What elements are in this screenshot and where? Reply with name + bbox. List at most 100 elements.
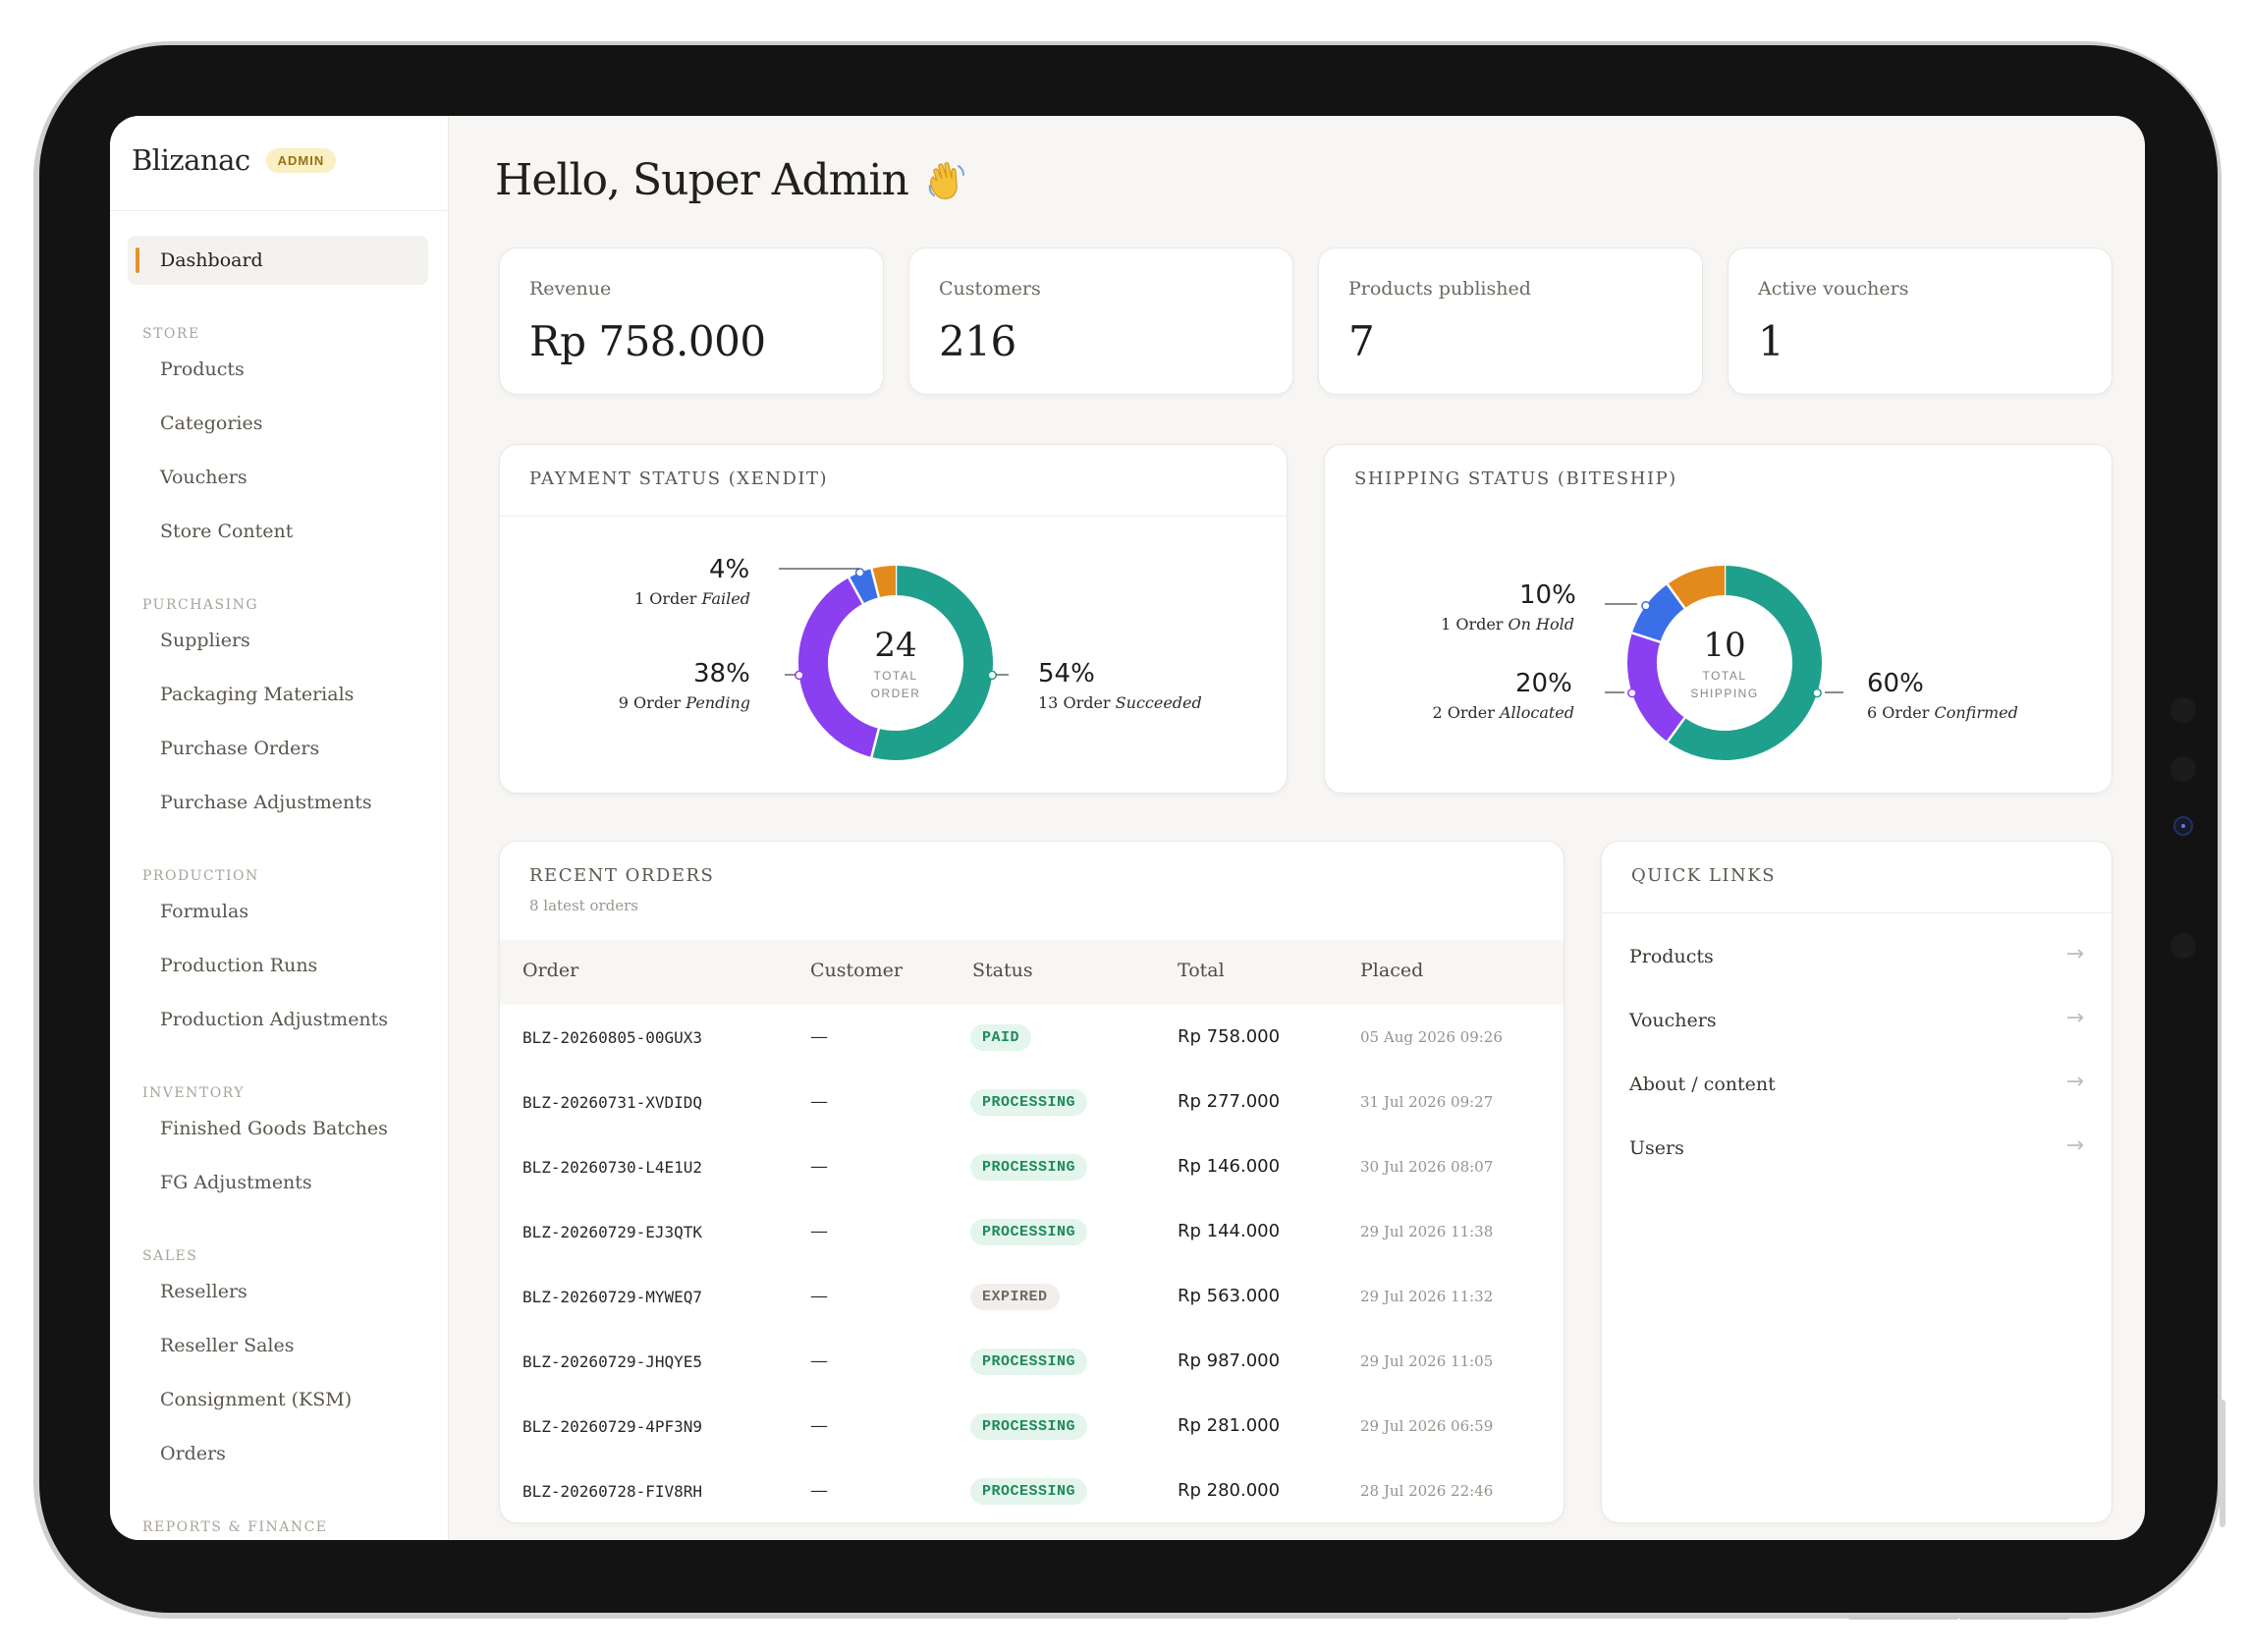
- segment-status: Failed: [701, 589, 751, 608]
- order-customer: —: [810, 1415, 828, 1436]
- stat-label: Products published: [1348, 278, 1531, 300]
- sidebar-item-store-content[interactable]: Store Content: [160, 521, 294, 542]
- payment-status-panel: PAYMENT STATUS (XENDIT) 24 TOTAL ORDER 4…: [499, 444, 1288, 794]
- quick-link-users[interactable]: Users →: [1629, 1131, 2084, 1171]
- table-row[interactable]: BLZ-20260805-00GUX3 — PAID Rp 758.000 05…: [500, 1007, 1564, 1072]
- order-customer: —: [810, 1026, 828, 1047]
- sidebar-item-products[interactable]: Products: [160, 358, 245, 380]
- status-badge: PROCESSING: [970, 1478, 1088, 1505]
- sensor-dot: [2170, 933, 2196, 959]
- status-badge: PAID: [970, 1024, 1032, 1051]
- quick-link-products[interactable]: Products →: [1629, 940, 2084, 979]
- segment-pct: 60%: [1867, 669, 1924, 698]
- quick-link-vouchers[interactable]: Vouchers →: [1629, 1004, 2084, 1043]
- leader-lines: [779, 568, 1009, 676]
- donut-total-label: TOTAL SHIPPING: [1656, 667, 1793, 702]
- order-total: Rp 987.000: [1178, 1350, 1281, 1371]
- sidebar-item-purchase-adjustments[interactable]: Purchase Adjustments: [160, 792, 372, 813]
- shipping-status-panel: SHIPPING STATUS (BITESHIP) 10 TOTAL SHIP…: [1324, 444, 2113, 794]
- column-header-total: Total: [1178, 960, 1225, 981]
- sidebar-item-production-adjustments[interactable]: Production Adjustments: [160, 1009, 389, 1030]
- table-row[interactable]: BLZ-20260728-FIV8RH — PROCESSING Rp 280.…: [500, 1460, 1564, 1522]
- status-badge: PROCESSING: [970, 1413, 1088, 1440]
- camera-icon: [2173, 816, 2193, 836]
- donut-segment: [1627, 633, 1685, 743]
- sidebar-item-finished-goods-batches[interactable]: Finished Goods Batches: [160, 1118, 388, 1139]
- panel-title: SHIPPING STATUS (BITESHIP): [1354, 468, 1677, 489]
- sidebar-item-consignment[interactable]: Consignment (KSM): [160, 1389, 353, 1410]
- divider: [110, 210, 449, 211]
- donut-total: 10: [1703, 626, 1746, 665]
- nav-section-purchasing: PURCHASING: [142, 597, 259, 613]
- sidebar-item-packaging-materials[interactable]: Packaging Materials: [160, 684, 355, 705]
- sidebar-item-purchase-orders[interactable]: Purchase Orders: [160, 738, 320, 759]
- leader-lines: [1605, 603, 1843, 693]
- order-total: Rp 280.000: [1178, 1480, 1281, 1501]
- panel-title: RECENT ORDERS: [529, 865, 715, 886]
- stat-label: Active vouchers: [1758, 278, 1909, 300]
- stat-card-products-published: Products published 7: [1318, 248, 1703, 395]
- order-placed: 29 Jul 2026 11:32: [1360, 1288, 1494, 1305]
- sidebar-item-formulas[interactable]: Formulas: [160, 901, 249, 922]
- order-customer: —: [810, 1221, 828, 1241]
- order-placed: 29 Jul 2026 11:05: [1360, 1352, 1494, 1370]
- donut-segment: [871, 566, 993, 760]
- sidebar-item-reseller-sales[interactable]: Reseller Sales: [160, 1335, 295, 1356]
- segment-count: 2 Order: [1432, 703, 1495, 722]
- table-row[interactable]: BLZ-20260729-EJ3QTK — PROCESSING Rp 144.…: [500, 1201, 1564, 1266]
- table-row[interactable]: BLZ-20260729-4PF3N9 — PROCESSING Rp 281.…: [500, 1396, 1564, 1460]
- sidebar-item-categories[interactable]: Categories: [160, 413, 263, 434]
- segment-caption: 6 Order Confirmed: [1867, 703, 2018, 722]
- quick-link-label: Users: [1629, 1137, 1684, 1159]
- donut-total-label-line: TOTAL: [873, 669, 918, 683]
- table-row[interactable]: BLZ-20260729-MYWEQ7 — EXPIRED Rp 563.000…: [500, 1266, 1564, 1331]
- order-customer: —: [810, 1286, 828, 1306]
- arrow-right-icon: →: [2065, 942, 2084, 966]
- order-placed: 31 Jul 2026 09:27: [1360, 1093, 1494, 1111]
- column-header-placed: Placed: [1360, 960, 1424, 981]
- order-total: Rp 146.000: [1178, 1156, 1281, 1177]
- table-row[interactable]: BLZ-20260729-JHQYE5 — PROCESSING Rp 987.…: [500, 1331, 1564, 1396]
- arrow-right-icon: →: [2065, 1006, 2084, 1030]
- segment-marker: [1641, 601, 1651, 611]
- segment-separator: [848, 577, 864, 605]
- power-button: [2220, 1400, 2225, 1527]
- sidebar-item-orders[interactable]: Orders: [160, 1443, 226, 1464]
- nav-section-production: PRODUCTION: [142, 868, 259, 884]
- segment-status: Pending: [686, 693, 750, 712]
- segment-count: 6 Order: [1867, 703, 1930, 722]
- segment-count: 1 Order: [634, 589, 697, 608]
- donut-total-label-line: SHIPPING: [1690, 687, 1759, 700]
- sidebar-item-vouchers[interactable]: Vouchers: [160, 467, 247, 488]
- order-customer: —: [810, 1480, 828, 1501]
- sidebar-item-production-runs[interactable]: Production Runs: [160, 955, 318, 976]
- donut-total: 24: [874, 626, 917, 665]
- donut-total-label-line: ORDER: [870, 687, 921, 700]
- nav-section-reports-finance: REPORTS & FINANCE: [142, 1519, 328, 1535]
- segment-caption: 13 Order Succeeded: [1038, 693, 1202, 712]
- status-badge: PROCESSING: [970, 1089, 1088, 1116]
- quick-links-panel: QUICK LINKS Products → Vouchers → About …: [1601, 841, 2113, 1523]
- stat-card-customers: Customers 216: [908, 248, 1293, 395]
- sidebar-item-dashboard[interactable]: Dashboard: [128, 236, 428, 285]
- segment-count: 9 Order: [618, 693, 682, 712]
- order-total: Rp 281.000: [1178, 1415, 1281, 1436]
- segment-marker: [1627, 688, 1637, 698]
- sidebar-item-fg-adjustments[interactable]: FG Adjustments: [160, 1172, 312, 1193]
- donut-segment: [1631, 583, 1685, 643]
- status-badge: PROCESSING: [970, 1349, 1088, 1375]
- donut-segment: [798, 578, 880, 757]
- sidebar-item-resellers[interactable]: Resellers: [160, 1281, 247, 1302]
- segment-pct: 10%: [1519, 580, 1576, 610]
- sidebar-item-suppliers[interactable]: Suppliers: [160, 630, 250, 651]
- table-row[interactable]: BLZ-20260730-L4E1U2 — PROCESSING Rp 146.…: [500, 1136, 1564, 1201]
- table-row[interactable]: BLZ-20260731-XVDIDQ — PROCESSING Rp 277.…: [500, 1072, 1564, 1136]
- panel-subtitle: 8 latest orders: [529, 897, 638, 914]
- quick-link-about-content[interactable]: About / content →: [1629, 1068, 2084, 1107]
- donut-total-label: TOTAL ORDER: [827, 667, 964, 702]
- greeting-text: Hello, Super Admin: [495, 155, 909, 205]
- order-customer: —: [810, 1156, 828, 1177]
- arrow-right-icon: →: [2065, 1070, 2084, 1094]
- brand[interactable]: Blizanac ADMIN: [132, 143, 337, 177]
- segment-caption: 2 Order Allocated: [1432, 703, 1574, 722]
